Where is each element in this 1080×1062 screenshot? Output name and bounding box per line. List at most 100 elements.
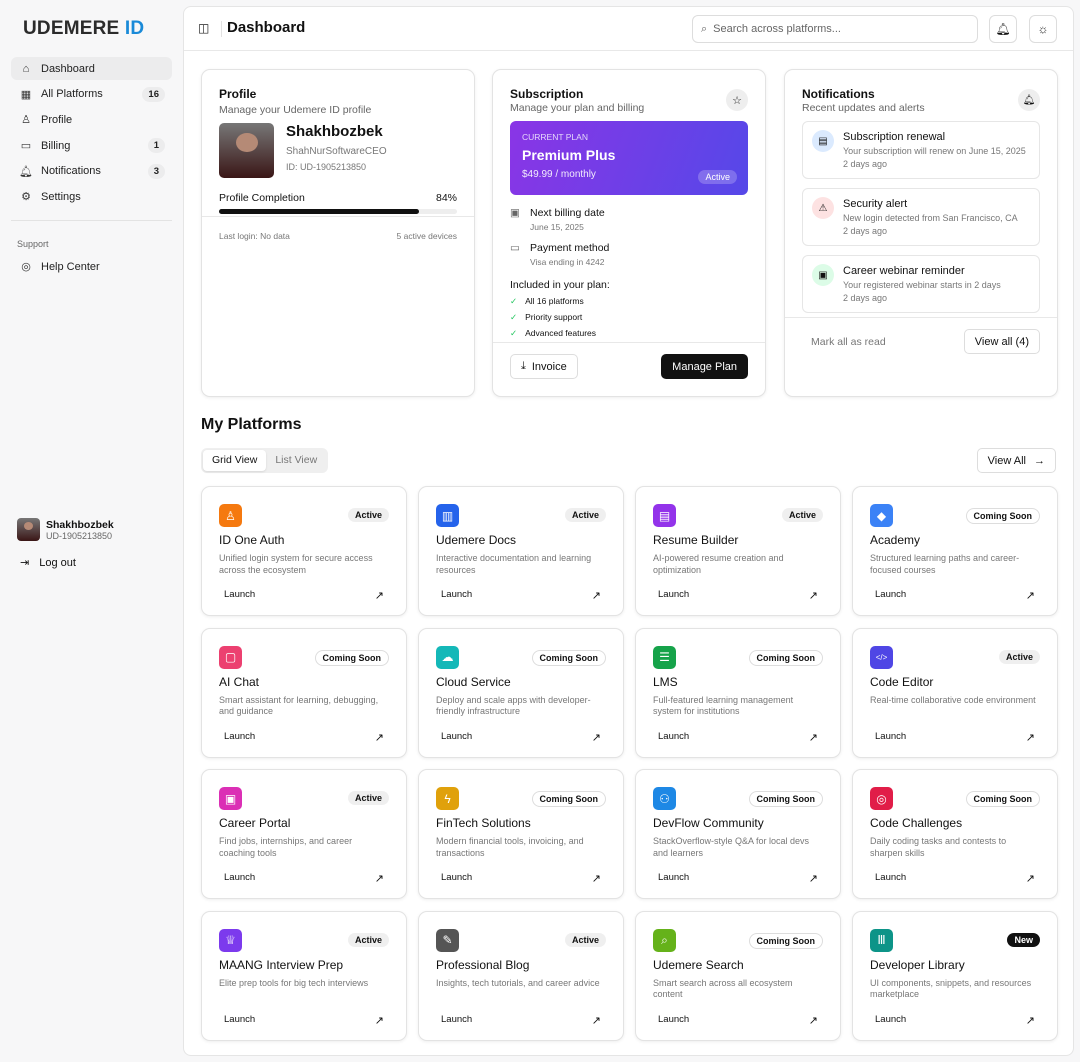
platform-name: ID One Auth <box>219 533 285 547</box>
tab-list-view[interactable]: List View <box>275 454 318 466</box>
sidebar-item-dashboard[interactable]: ⌂ Dashboard <box>11 57 172 80</box>
platform-card[interactable]: ♙ Active ID One Auth Unified login system f… <box>201 486 407 616</box>
platform-card[interactable]: ▢ Coming Soon AI Chat Smart assistant for l… <box>201 627 407 758</box>
external-link-icon[interactable]: ↗ <box>1025 873 1035 885</box>
platform-description: Smart search across all ecosystem conten… <box>653 977 793 1000</box>
platform-card[interactable]: ⚇ Coming Soon DevFlow Community StackOverfl… <box>635 769 841 899</box>
sidebar-item-settings[interactable]: ⚙ Settings <box>11 185 172 208</box>
launch-button[interactable]: Launch <box>224 872 256 883</box>
launch-button[interactable]: Launch <box>224 589 256 600</box>
file-icon: ▤ <box>653 504 676 527</box>
sidebar-item-all-platforms[interactable]: ▦ All Platforms 16 <box>11 83 172 106</box>
external-link-icon[interactable]: ↗ <box>1025 590 1035 602</box>
user-name: Shakhbozbek <box>46 518 114 531</box>
status-badge: New <box>1007 932 1040 947</box>
external-link-icon[interactable]: ↗ <box>374 731 384 744</box>
search-input[interactable]: ⌕ Search across platforms... <box>692 15 978 43</box>
sidebar-toggle-icon[interactable]: ◫ <box>198 21 210 35</box>
tab-grid-view[interactable]: Grid View <box>203 450 267 471</box>
view-all-platforms-button[interactable]: View All → <box>976 448 1056 473</box>
invoice-button[interactable]: ⤓ Invoice <box>510 354 578 379</box>
external-link-icon[interactable]: ↗ <box>591 590 601 602</box>
sidebar-item-profile[interactable]: ♙ Profile <box>11 108 172 131</box>
arrow-right-icon: → <box>1034 454 1045 467</box>
platform-card[interactable]: ♕ Active MAANG Interview Prep Elite prep to… <box>201 910 407 1041</box>
external-link-icon[interactable]: ↗ <box>374 590 384 602</box>
check-icon: ✓ <box>510 328 518 338</box>
platform-card[interactable]: ◆ Coming Soon Academy Structured learning p… <box>852 486 1058 616</box>
external-link-icon[interactable]: ↗ <box>374 873 384 885</box>
sidebar-item-help-center[interactable]: ◎ Help Center <box>11 255 172 278</box>
launch-button[interactable]: Launch <box>875 730 907 742</box>
mark-all-read-button[interactable]: Mark all as read <box>811 336 886 348</box>
launch-button[interactable]: Launch <box>658 589 690 600</box>
launch-button[interactable]: Launch <box>658 1013 690 1025</box>
external-link-icon[interactable]: ↗ <box>1025 731 1035 744</box>
external-link-icon[interactable]: ↗ <box>1025 1014 1035 1027</box>
platform-card[interactable]: ⌕ Coming Soon Udemere Search Smart search a… <box>635 910 841 1041</box>
user-profile[interactable]: Shakhbozbek UD-1905213850 <box>17 518 114 541</box>
logout-button[interactable]: ⇥ Log out <box>20 556 76 570</box>
platform-name: FinTech Solutions <box>436 816 531 830</box>
launch-button[interactable]: Launch <box>441 589 473 600</box>
external-link-icon[interactable]: ↗ <box>374 1014 384 1027</box>
platform-name: Developer Library <box>870 957 965 972</box>
completion-value: 84% <box>435 192 457 204</box>
launch-button[interactable]: Launch <box>875 1013 907 1025</box>
platform-name: Udemere Docs <box>436 533 517 547</box>
platform-card[interactable]: ϟ Coming Soon FinTech Solutions Modern fina… <box>418 769 624 899</box>
external-link-icon[interactable]: ↗ <box>808 873 818 885</box>
platform-card[interactable]: ☁ Coming Soon Cloud Service Deploy and scal… <box>418 627 624 758</box>
trophy-icon: ♕ <box>219 928 242 952</box>
status-badge: Active <box>347 791 389 805</box>
logo[interactable]: UDEMERE ID <box>23 18 144 40</box>
gear-icon: ⚙ <box>21 191 31 204</box>
launch-button[interactable]: Launch <box>441 730 473 742</box>
launch-button[interactable]: Launch <box>658 730 690 742</box>
platform-name: Code Editor <box>870 674 934 689</box>
platform-card[interactable]: ✎ Active Professional Blog Insights, tech t… <box>418 910 624 1041</box>
platform-card[interactable]: </> Active Code Editor Real-time collaborat… <box>852 627 1058 758</box>
platform-card[interactable]: Ⅲ New Developer Library UI components, snip… <box>852 910 1058 1041</box>
sidebar-item-billing[interactable]: ▭ Billing 1 <box>11 134 172 157</box>
check-icon: ✓ <box>510 312 518 322</box>
bell-icon[interactable]: 🔔︎ <box>1018 89 1040 111</box>
notification-item[interactable]: ▣ Career webinar reminder Your registered … <box>802 255 1040 313</box>
external-link-icon[interactable]: ↗ <box>591 1014 601 1027</box>
external-link-icon[interactable]: ↗ <box>808 590 818 602</box>
external-link-icon[interactable]: ↗ <box>591 873 601 885</box>
theme-toggle-button[interactable]: ☼ <box>1029 15 1057 43</box>
calendar-icon: ▣ <box>510 207 520 219</box>
notification-item[interactable]: ▤ Subscription renewal Your subscription w… <box>802 121 1040 179</box>
button-label: View All <box>987 454 1026 467</box>
launch-button[interactable]: Launch <box>441 1013 473 1025</box>
launch-button[interactable]: Launch <box>875 872 907 883</box>
manage-plan-button[interactable]: Manage Plan <box>661 354 748 379</box>
notification-item[interactable]: ⚠ Security alert New login detected from S… <box>802 188 1040 246</box>
subscription-card: Subscription Manage your plan and billin… <box>492 69 766 397</box>
pen-icon: ✎ <box>436 928 459 952</box>
platform-card[interactable]: ▣ Active Career Portal Find jobs, internshi… <box>201 769 407 899</box>
page-title: Dashboard <box>227 19 306 36</box>
profile-name: Shakhbozbek <box>286 123 383 140</box>
platform-card[interactable]: ▥ Active Udemere Docs Interactive documenta… <box>418 486 624 616</box>
sidebar-item-label: Profile <box>41 113 73 126</box>
platform-card[interactable]: ▤ Active Resume Builder AI-powered resume c… <box>635 486 841 616</box>
launch-button[interactable]: Launch <box>224 1013 256 1025</box>
launch-button[interactable]: Launch <box>658 872 690 883</box>
launch-button[interactable]: Launch <box>224 730 256 742</box>
external-link-icon[interactable]: ↗ <box>808 1014 818 1027</box>
launch-button[interactable]: Launch <box>875 589 907 600</box>
platform-card[interactable]: ☰ Coming Soon LMS Full-featured learning ma… <box>635 627 841 758</box>
star-icon[interactable]: ☆ <box>726 89 748 111</box>
external-link-icon[interactable]: ↗ <box>808 731 818 744</box>
view-all-notifications-button[interactable]: View all (4) <box>963 329 1040 354</box>
launch-button[interactable]: Launch <box>441 872 473 883</box>
payment-label: Payment method <box>530 242 610 254</box>
status-badge: Coming Soon <box>965 791 1040 807</box>
sidebar-item-notifications[interactable]: 🔔︎ Notifications 3 <box>11 160 172 183</box>
notifications-button[interactable]: 🔔︎ <box>989 15 1017 43</box>
external-link-icon[interactable]: ↗ <box>591 731 601 744</box>
platform-card[interactable]: ◎ Coming Soon Code Challenges Daily coding … <box>852 769 1058 899</box>
logout-label: Log out <box>39 556 76 569</box>
